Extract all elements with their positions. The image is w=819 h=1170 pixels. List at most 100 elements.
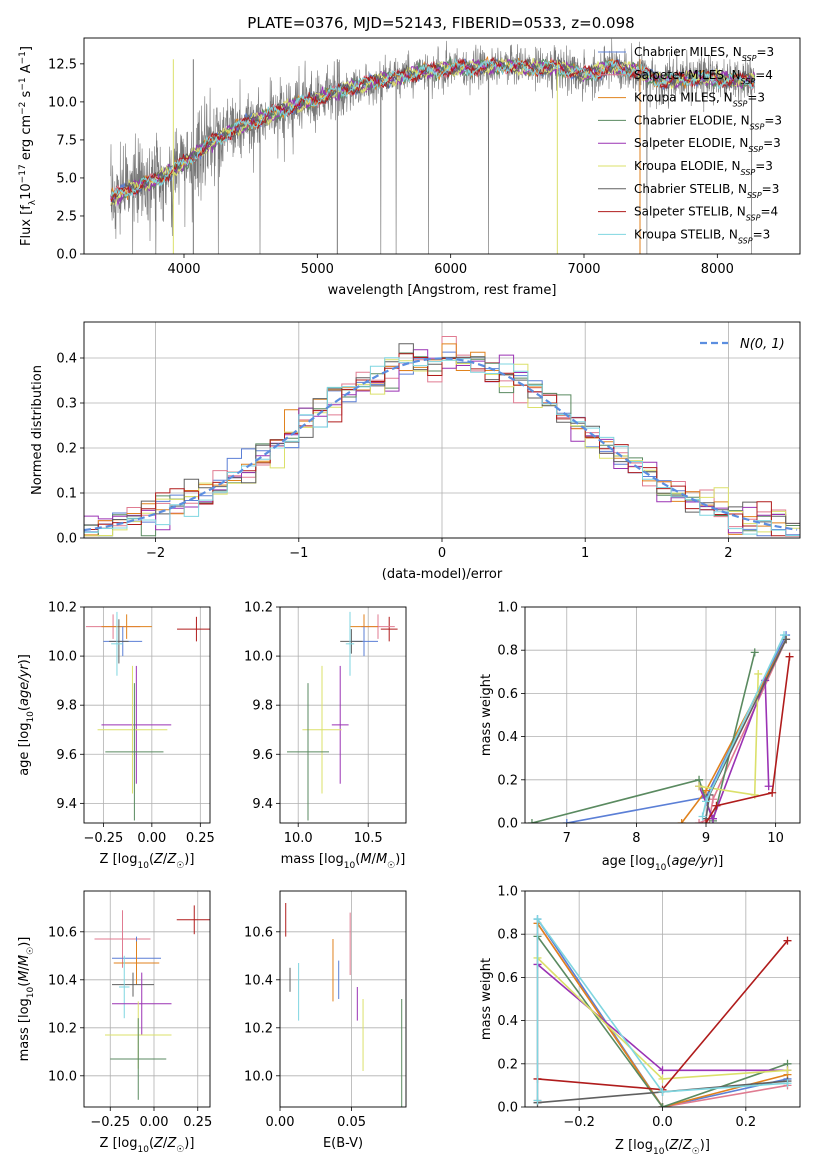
y-tick-label: 0.2 xyxy=(497,1057,518,1072)
x-axis-label: mass [log10(M/M☉)] xyxy=(281,852,406,871)
weight-marker xyxy=(533,1096,542,1105)
y-tick-label: 10.6 xyxy=(48,925,77,940)
weight-marker xyxy=(708,795,717,804)
weight-line xyxy=(536,916,788,1101)
x-tick-label: 0 xyxy=(438,546,446,561)
errorbar-point xyxy=(177,616,210,642)
mass_vs_Z-panel: −0.25 0.00 0.25 10.0 10.2 10.4 10.6 Z [log10(Z/… xyxy=(17,890,212,1155)
x-tick-label: 0.2 xyxy=(735,1115,756,1130)
spectrum-frame xyxy=(83,37,801,255)
weight-marker xyxy=(750,648,759,657)
legend-label: Salpeter STELIB, NSSP=4 xyxy=(634,205,778,223)
y-tick-label: 0.8 xyxy=(497,928,518,943)
weight-line xyxy=(536,918,788,1107)
y-tick-label: 0.4 xyxy=(497,730,518,745)
x-tick-label: 10.0 xyxy=(284,831,313,846)
x-axis-label: E(B-V) xyxy=(323,1136,363,1151)
y-tick-label: 9.4 xyxy=(56,797,77,812)
x-tick-label: 10 xyxy=(767,831,784,846)
y-tick-label: 10.0 xyxy=(48,95,77,110)
y-tick-label: 0.0 xyxy=(497,1101,518,1116)
model-line xyxy=(110,58,755,207)
x-tick-label: −0.25 xyxy=(83,831,123,846)
x-tick-label: 7000 xyxy=(567,262,600,277)
errorbar-point xyxy=(176,905,210,935)
y-tick-label: 0.6 xyxy=(497,687,518,702)
legend-label: Salpeter ELODIE, NSSP=3 xyxy=(634,136,781,154)
errorbar-point xyxy=(94,910,151,968)
x-tick-label: 9 xyxy=(702,831,710,846)
y-tick-label: 0.2 xyxy=(497,773,518,788)
weight_vs_Z-plot-area xyxy=(533,915,792,1107)
weight-marker xyxy=(768,788,777,797)
legend-label: Kroupa ELODIE, NSSP=3 xyxy=(634,159,773,177)
x-axis-label: Z [log10(Z/Z☉)] xyxy=(100,852,195,871)
y-tick-label: 10.0 xyxy=(244,1069,273,1084)
y-tick-label: 1.0 xyxy=(497,601,518,616)
weight_vs_Z-frame xyxy=(524,890,801,1108)
x-tick-label: 5000 xyxy=(301,262,334,277)
x-tick-label: −2 xyxy=(146,546,165,561)
legend-label: Salpeter MILES, NSSP=4 xyxy=(634,68,773,86)
y-tick-label: 9.8 xyxy=(252,699,273,714)
errorbar-point xyxy=(110,1018,167,1100)
weight_vs_Z-panel: −0.2 0.0 0.2 0.0 0.2 0.4 0.6 0.8 1.0 Z [log10(Z/Z… xyxy=(479,885,801,1157)
weight-marker xyxy=(754,669,763,678)
mass_vs_EBV-plot-area xyxy=(285,903,403,1107)
errorbar-point xyxy=(113,941,160,985)
y-tick-label: 10.0 xyxy=(48,1069,77,1084)
y-tick-label: 10.2 xyxy=(244,601,273,616)
x-tick-label: −0.25 xyxy=(90,1115,130,1130)
errorbar-point xyxy=(112,972,154,997)
y-tick-label: 10.0 xyxy=(48,650,77,665)
y-tick-label: 2.5 xyxy=(56,209,77,224)
legend-label: Kroupa STELIB, NSSP=3 xyxy=(634,227,770,245)
weight-marker xyxy=(702,819,711,823)
y-tick-label: 0.1 xyxy=(56,487,77,502)
weight-marker xyxy=(658,1103,667,1107)
model-line xyxy=(110,58,756,207)
legend-label: Kroupa MILES, NSSP=3 xyxy=(634,91,765,109)
y-tick-label: 0.0 xyxy=(497,817,518,832)
errorbar-point xyxy=(340,629,363,654)
x-tick-label: 8000 xyxy=(701,262,734,277)
errorbar-point xyxy=(111,611,123,676)
mass_vs_EBV-frame xyxy=(279,890,407,1108)
age_vs_mass-frame xyxy=(279,606,407,824)
mass_vs_Z-frame xyxy=(83,890,211,1108)
age_vs_Z-panel: −0.25 0.00 0.25 9.4 9.6 9.8 10.0 10.2 Z [log10(Z… xyxy=(17,601,215,872)
weight-marker xyxy=(562,819,571,823)
errorbar-point xyxy=(112,972,172,1035)
errorbar-point xyxy=(119,955,130,1019)
y-tick-label: 0.3 xyxy=(56,397,77,412)
weight_vs_age-panel: 7 8 9 10 0.0 0.2 0.4 0.6 0.8 1.0 age [log10(age/yr… xyxy=(479,601,801,873)
weight-marker xyxy=(695,782,704,791)
x-axis-label: (data-model)/error xyxy=(382,567,503,582)
spectrum-panel: 4000 5000 6000 7000 8000 0.0 2.5 5.0 7.5 10.0 12.5… xyxy=(18,37,801,298)
weight-marker xyxy=(783,936,792,945)
x-tick-label: −0.2 xyxy=(563,1115,595,1130)
weight-marker xyxy=(779,631,788,640)
weight-marker xyxy=(785,652,794,661)
weight-marker xyxy=(677,819,686,823)
x-tick-label: 4000 xyxy=(167,262,200,277)
weight-marker xyxy=(695,819,704,823)
weight-line xyxy=(698,639,787,823)
x-tick-label: 10.5 xyxy=(354,831,383,846)
y-tick-label: 10.4 xyxy=(48,973,77,988)
x-tick-label: −1 xyxy=(289,546,308,561)
residuals-frame xyxy=(83,321,801,539)
x-tick-label: 7 xyxy=(563,831,571,846)
y-tick-label: 7.5 xyxy=(56,133,77,148)
age_vs_mass-panel: 10.0 10.5 9.4 9.6 9.8 10.0 10.2 mass [log10(M/M… xyxy=(244,601,407,871)
legend-label: Chabrier ELODIE, NSSP=3 xyxy=(634,113,782,130)
y-tick-label: 10.4 xyxy=(244,973,273,988)
weight-line xyxy=(536,935,788,1107)
spectrum-plot-area xyxy=(110,38,756,254)
y-tick-label: 0.4 xyxy=(497,1014,518,1029)
y-axis-label: age [log10(age/yr)] xyxy=(17,654,36,776)
weight-marker xyxy=(782,635,791,644)
mass_vs_Z-plot-area xyxy=(94,905,210,1100)
weight-marker xyxy=(783,1079,792,1088)
x-tick-label: 0.00 xyxy=(266,1115,295,1130)
